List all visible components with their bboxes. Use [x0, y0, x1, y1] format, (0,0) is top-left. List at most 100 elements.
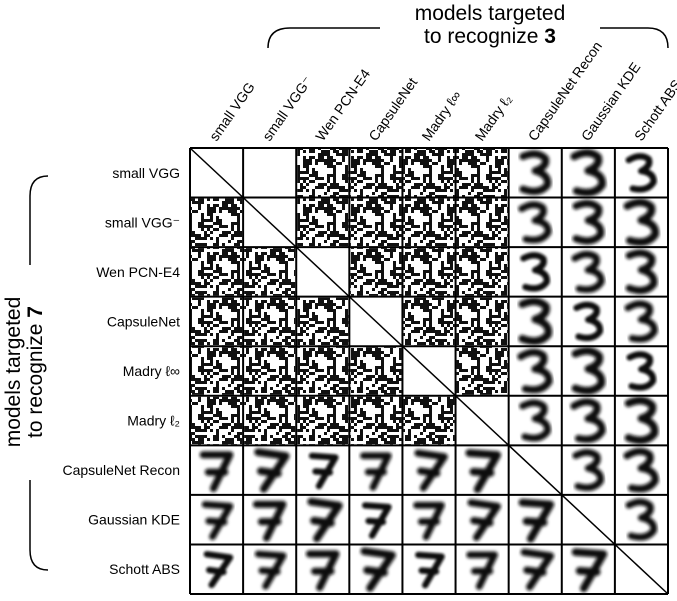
row-label: Gaussian KDE: [88, 512, 180, 528]
column-label: small VGG: [206, 79, 258, 144]
digit-image: [625, 249, 658, 295]
digit-image: [625, 153, 657, 193]
digit-image: [518, 201, 552, 244]
left-label-text: to recognize: [24, 324, 47, 438]
top-label-line1: models targeted: [415, 2, 566, 25]
noise-image: [350, 198, 402, 247]
digit-image: [570, 398, 606, 443]
left-label-line2: to recognize 7: [24, 306, 47, 438]
left-label-emphasis: 7: [24, 306, 47, 318]
digit-image: [625, 498, 658, 541]
noise-image: [456, 248, 508, 296]
noise-image: [244, 297, 296, 346]
digit-image: [571, 250, 605, 293]
digit-image: [517, 348, 553, 394]
noise-image: [403, 396, 455, 445]
digit-image: [413, 501, 445, 541]
digit-image: [254, 448, 290, 493]
digit-image: [520, 252, 550, 292]
noise-image: [350, 347, 402, 395]
row-label: Madry ℓ∞: [123, 363, 180, 379]
left-label-line1: models targeted: [2, 297, 25, 448]
digit-image: [624, 300, 658, 343]
noise-image: [244, 248, 296, 296]
digit-image: [573, 301, 604, 342]
digit-image: [570, 149, 607, 197]
digit-image: [308, 452, 339, 490]
digit-image: [520, 548, 555, 591]
noise-image: [244, 396, 296, 445]
row-label: Schott ABS: [109, 561, 180, 577]
left-bracket: [29, 175, 49, 571]
noise-image: [403, 149, 455, 197]
digit-image: [572, 199, 605, 245]
noise-image: [403, 198, 455, 247]
column-label: Schott ABS: [631, 77, 677, 144]
digit-image: [305, 550, 340, 592]
digit-image: [203, 551, 234, 589]
digit-image: [519, 150, 552, 195]
column-label: Wen PCN-E4: [312, 66, 373, 144]
noise-image: [297, 396, 349, 445]
column-label: Madry ℓ₂: [471, 91, 514, 143]
row-label: small VGG⁻: [105, 214, 180, 230]
top-label-line2: to recognize 3: [424, 25, 556, 48]
noise-image: [403, 248, 455, 296]
digit-image: [624, 396, 659, 445]
noise-image: [297, 198, 349, 247]
noise-image: [456, 347, 508, 395]
digit-image: [571, 548, 608, 593]
digit-image: [623, 447, 659, 493]
digit-image: [415, 551, 445, 589]
digit-image: [571, 347, 606, 395]
digit-image: [623, 198, 660, 246]
column-label: Madry ℓ∞: [418, 88, 464, 144]
noise-image: [297, 347, 349, 395]
digit-image: [467, 499, 501, 541]
noise-image: [244, 347, 296, 395]
digit-image: [572, 449, 605, 492]
noise-image: [456, 297, 508, 346]
top-label-text: to recognize: [424, 25, 538, 48]
noise-image: [191, 198, 243, 247]
noise-image: [456, 149, 508, 197]
noise-image: [191, 347, 243, 395]
digit-image: [465, 449, 502, 494]
noise-image: [350, 248, 402, 296]
noise-image: [350, 149, 402, 197]
top-bracket: [267, 27, 669, 49]
digit-image: [254, 550, 287, 590]
row-label: Madry ℓ₂: [127, 413, 180, 429]
noise-image: [456, 198, 508, 247]
digit-image: [414, 449, 448, 492]
column-label: small VGG⁻: [259, 73, 315, 144]
digit-image: [307, 497, 343, 543]
diagonal: [189, 147, 669, 595]
top-label-emphasis: 3: [544, 25, 556, 48]
digit-image: [518, 297, 553, 345]
digit-image: [360, 547, 396, 592]
column-label: CapsuleNet: [365, 75, 420, 144]
digit-image: [360, 452, 392, 491]
noise-image: [350, 396, 402, 445]
row-label: small VGG: [112, 165, 180, 181]
noise-image: [403, 297, 455, 346]
digit-image: [362, 502, 392, 539]
row-label: Wen PCN-E4: [96, 264, 180, 280]
digit-image: [201, 501, 234, 541]
digit-image: [252, 500, 287, 542]
digit-image: [519, 399, 551, 442]
digit-image: [466, 551, 498, 590]
digit-image: [518, 498, 555, 543]
digit-image: [626, 351, 657, 391]
noise-image: [297, 297, 349, 346]
noise-image: [191, 297, 243, 346]
row-label: CapsuleNet: [107, 313, 180, 329]
noise-image: [191, 248, 243, 296]
digit-image: [199, 451, 234, 493]
noise-image: [191, 396, 243, 445]
row-label: CapsuleNet Recon: [62, 462, 180, 478]
noise-image: [297, 149, 349, 197]
